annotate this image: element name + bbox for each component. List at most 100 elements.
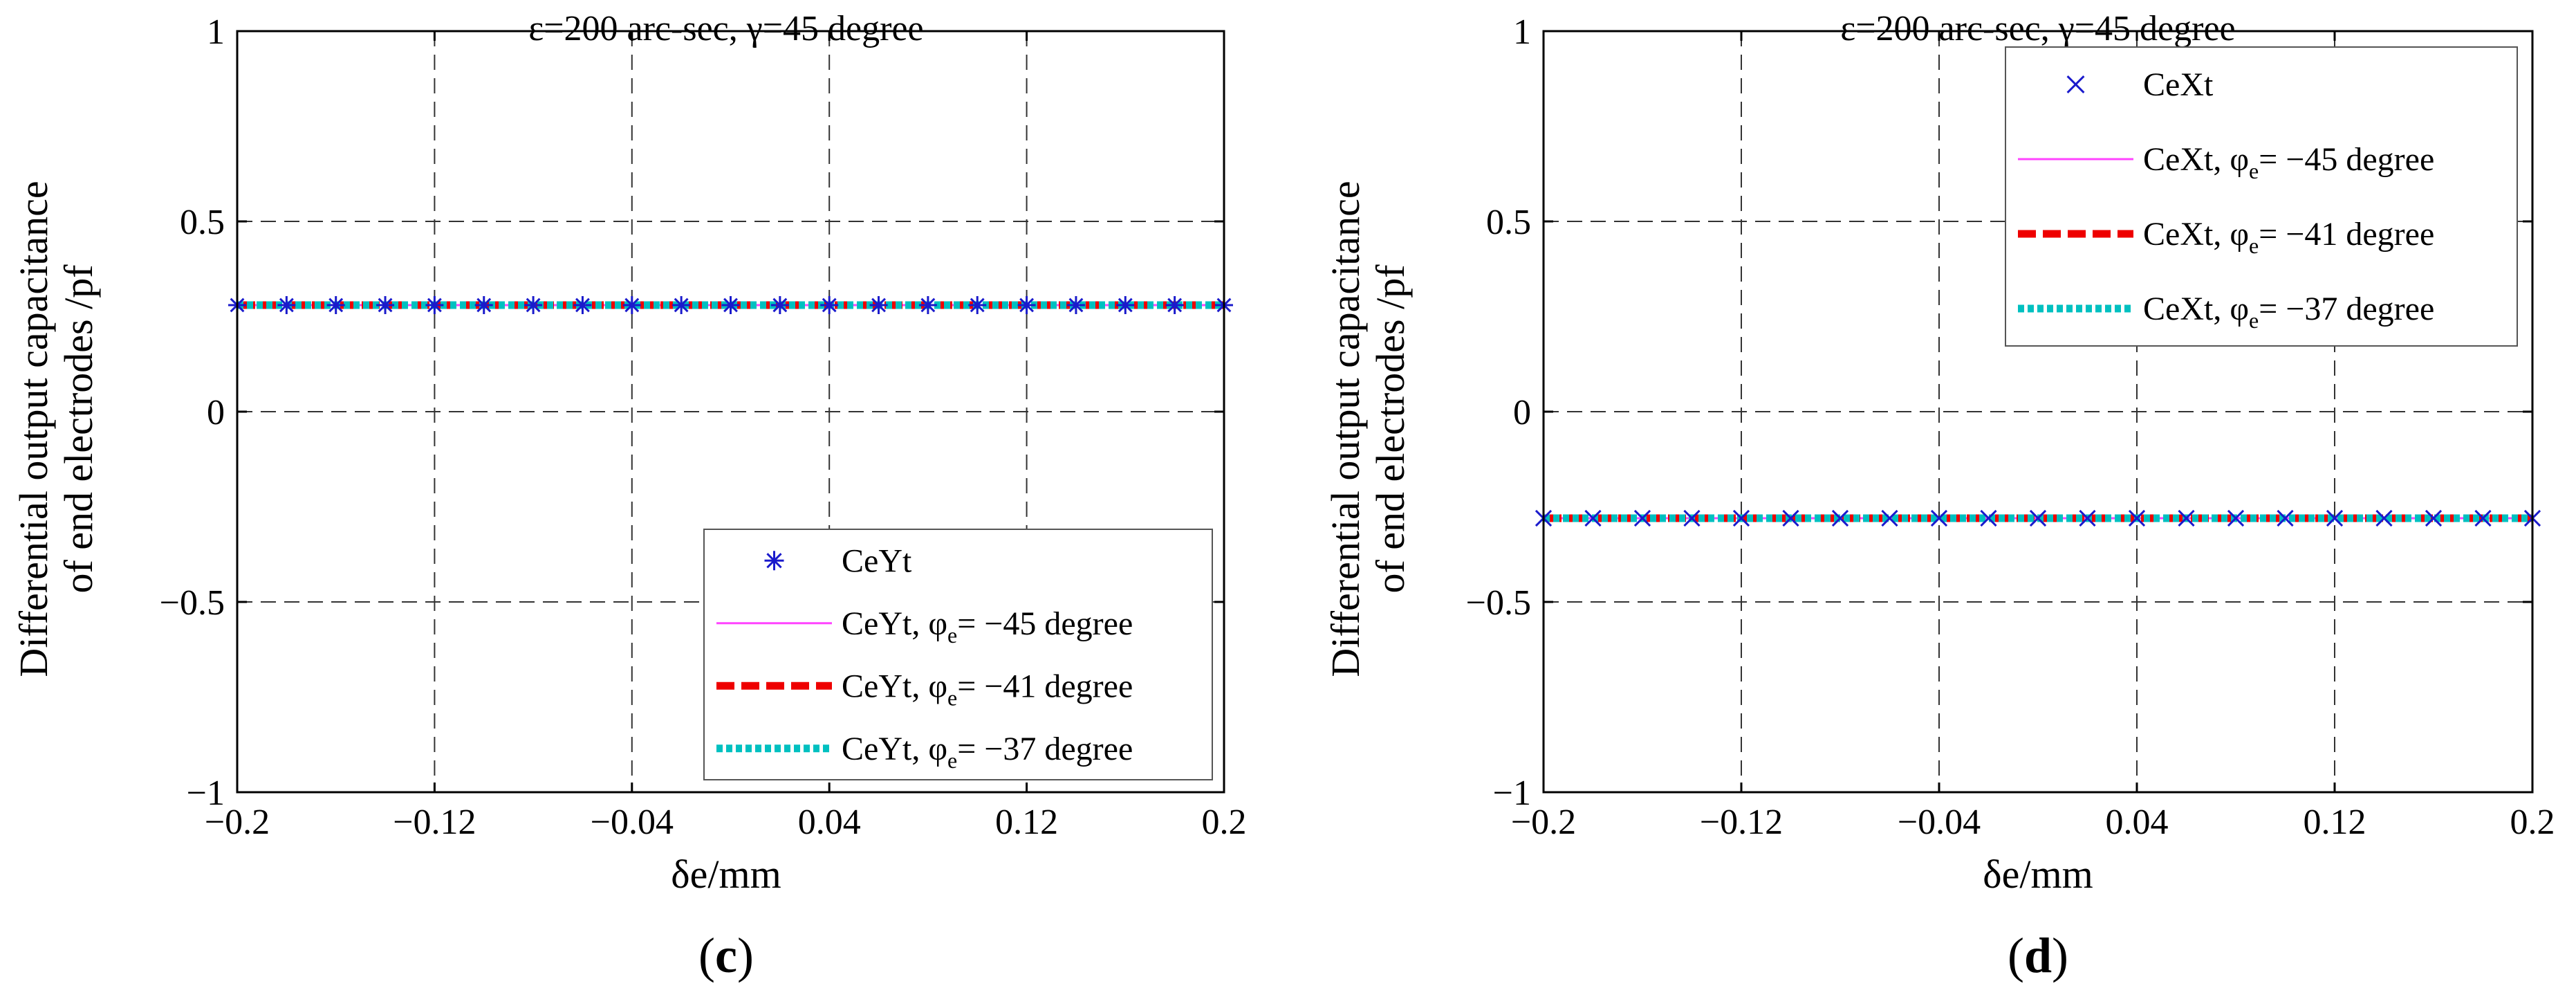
data-point <box>1066 296 1085 314</box>
data-point <box>869 296 888 314</box>
y-axis-label-line2: of end electrodes /pf <box>1368 264 1413 594</box>
legend-label: CeYt, φe= −45 degree <box>842 605 1133 648</box>
legend-label: CeXt, φe= −45 degree <box>2143 141 2434 183</box>
legend-label-value: = −45 degree <box>2259 141 2434 178</box>
data-point <box>1165 296 1184 314</box>
legend-item: CeXt <box>2066 66 2214 103</box>
legend-label-main: CeYt <box>842 542 912 579</box>
data-point <box>1980 509 1997 527</box>
x-tick-label: −0.12 <box>1700 803 1783 842</box>
y-tick-label: −1 <box>1493 774 1531 813</box>
legend-label-main: CeXt, φ <box>2143 141 2249 178</box>
y-tick-label: −1 <box>187 774 225 813</box>
data-point <box>2227 509 2245 527</box>
y-tick-label: 1 <box>207 12 225 52</box>
data-point <box>1831 509 1849 527</box>
legend-label: CeXt, φe= −37 degree <box>2143 291 2434 333</box>
x-tick-labels: −0.2 −0.12 −0.04 0.04 0.12 0.2 <box>1511 31 2555 842</box>
y-tick-label: −0.5 <box>1466 583 1531 623</box>
data-point <box>1116 296 1135 314</box>
legend-label-subscript: e <box>947 685 957 710</box>
data-point <box>2277 509 2294 527</box>
legend-label: CeYt, φe= −41 degree <box>842 668 1133 710</box>
y-tick-label: 0.5 <box>1486 203 1531 242</box>
legend-label-subscript: e <box>2249 233 2259 258</box>
legend-box <box>2005 46 2518 347</box>
legend-item: CeYt, φe= −41 degree <box>716 668 1133 710</box>
legend-label: CeYt, φe= −37 degree <box>842 731 1133 773</box>
x-tick-label: −0.04 <box>591 803 674 842</box>
x-tick-labels: −0.2 −0.12 −0.04 0.04 0.12 0.2 <box>205 31 1247 842</box>
x-axis-label: δe/mm <box>671 852 781 897</box>
x-tick-label: −0.12 <box>393 803 476 842</box>
data-point <box>474 296 493 314</box>
legend-label: CeYt <box>842 542 912 579</box>
legend-item: CeYt, φe= −37 degree <box>716 731 1133 773</box>
y-tick-label: 0 <box>1513 393 1531 432</box>
data-point <box>968 296 987 314</box>
legend-item: CeYt, φe= −45 degree <box>716 605 1133 648</box>
data-point <box>425 296 444 314</box>
data-point <box>770 296 789 314</box>
chart-panel-c: ε=200 arc-sec, γ=45 degree −0.2 −0.12 −0.0… <box>11 9 1247 983</box>
data-point <box>1881 509 1898 527</box>
panel-letter: d <box>2024 928 2052 983</box>
legend-label: CeXt <box>2143 66 2214 103</box>
chart-title: ε=200 arc-sec, γ=45 degree <box>528 9 923 48</box>
panel-label: (d) <box>2008 928 2068 983</box>
data-point <box>277 296 296 314</box>
data-point <box>1683 509 1701 527</box>
series-markers <box>228 296 1233 314</box>
data-point <box>2425 509 2443 527</box>
legend-label-value: = −37 degree <box>2259 291 2434 327</box>
legend-label-value: = −41 degree <box>957 668 1133 704</box>
data-point <box>524 296 543 314</box>
legend-item: CeXt, φe= −37 degree <box>2018 291 2434 333</box>
y-tick-label: 0 <box>207 393 225 432</box>
y-tick-labels: −1 −0.5 0 0.5 1 <box>160 12 1224 813</box>
legend-label-value: = −37 degree <box>957 731 1133 767</box>
data-point <box>622 296 641 314</box>
y-tick-label: 0.5 <box>180 203 225 242</box>
data-point <box>2128 509 2146 527</box>
legend-label-main: CeYt, φ <box>842 605 947 642</box>
y-tick-labels: −1 −0.5 0 0.5 1 <box>1466 12 2532 813</box>
legend-label-main: CeYt, φ <box>842 731 947 767</box>
legend-label-main: CeXt, φ <box>2143 291 2249 327</box>
x-tick-label: 0.04 <box>2106 803 2169 842</box>
y-axis-label-line1: Differential output capacitance <box>1323 181 1368 677</box>
legend-label-subscript: e <box>2249 158 2259 183</box>
data-point <box>2375 509 2393 527</box>
y-tick-label: 1 <box>1513 12 1531 52</box>
legend-label-subscript: e <box>2249 308 2259 333</box>
legend-label-subscript: e <box>947 748 957 773</box>
data-point <box>1732 509 1750 527</box>
y-axis-label-line1: Differential output capacitance <box>11 181 56 677</box>
y-tick-label: −0.5 <box>160 583 225 623</box>
x-tick-label: −0.2 <box>1511 803 1576 842</box>
legend-label-value: = −41 degree <box>2259 216 2434 253</box>
data-point <box>721 296 740 314</box>
x-tick-label: 0.12 <box>995 803 1058 842</box>
y-axis-label-line2: of end electrodes /pf <box>56 264 101 594</box>
legend-label-value: = −45 degree <box>957 605 1133 642</box>
data-point <box>2326 509 2344 527</box>
x-tick-label: 0.2 <box>2510 803 2555 842</box>
legend-item: CeXt, φe= −41 degree <box>2018 216 2434 258</box>
data-point <box>672 296 691 314</box>
data-point <box>820 296 839 314</box>
chart-panel-d: ε=200 arc-sec, γ=45 degree −0.2 −0.12 −0.0… <box>1323 9 2555 983</box>
x-tick-label: −0.04 <box>1898 803 1981 842</box>
data-point <box>573 296 592 314</box>
data-point <box>1633 509 1651 527</box>
data-point <box>2178 509 2195 527</box>
data-point <box>1017 296 1036 314</box>
data-point <box>918 296 937 314</box>
data-point <box>326 296 345 314</box>
legend-marker <box>2066 75 2085 93</box>
x-axis-label: δe/mm <box>1983 852 2093 897</box>
x-tick-label: 0.2 <box>1202 803 1247 842</box>
